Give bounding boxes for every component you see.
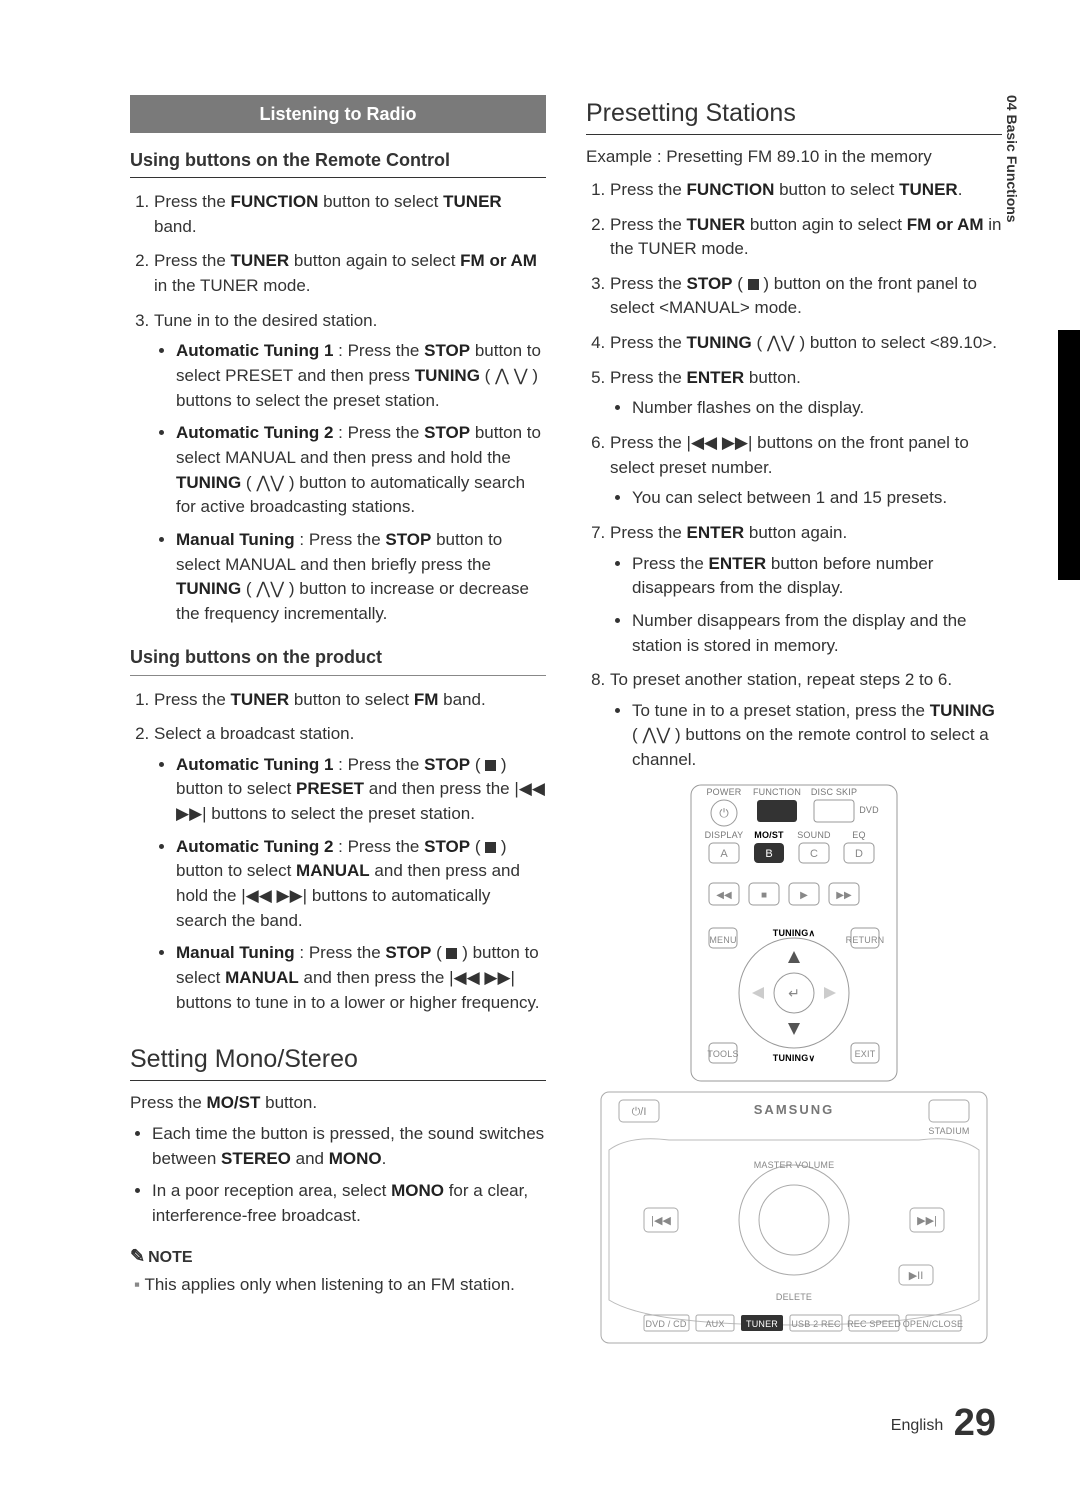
svg-text:EQ: EQ [852, 830, 865, 840]
svg-text:DVD: DVD [859, 805, 879, 815]
remote-illustration: ⏻ POWER FUNCTION DISC SKIP DVD DISPLAY M… [689, 783, 899, 1083]
svg-text:POWER: POWER [706, 787, 741, 797]
product-substeps: Automatic Tuning 1 : Press the STOP ( ) … [154, 753, 546, 1015]
svg-text:TUNING∧: TUNING∧ [773, 928, 816, 938]
remote-substeps: Automatic Tuning 1 : Press the STOP butt… [154, 339, 546, 626]
svg-text:TOOLS: TOOLS [707, 1049, 738, 1059]
substep: Press the ENTER button before number dis… [632, 552, 1002, 601]
preset-example: Example : Presetting FM 89.10 in the mem… [586, 145, 1002, 170]
subhead-product: Using buttons on the product [130, 644, 546, 675]
step: Press the FUNCTION button to select TUNE… [610, 178, 1002, 203]
svg-text:D: D [855, 848, 863, 860]
heading-mono-stereo: Setting Mono/Stereo [130, 1041, 546, 1081]
step: Press the TUNER button to select FM band… [154, 688, 546, 713]
note-icon: ✎ [130, 1246, 145, 1266]
step: Press the |◀◀ ▶▶| buttons on the front p… [610, 431, 1002, 511]
footer-page-number: 29 [954, 1402, 996, 1444]
substep: Manual Tuning : Press the STOP ( ) butto… [176, 941, 546, 1015]
note-heading: ✎NOTE [130, 1243, 546, 1269]
svg-text:TUNING∨: TUNING∨ [773, 1053, 816, 1063]
svg-text:DISC SKIP: DISC SKIP [811, 787, 857, 797]
step: Press the FUNCTION button to select TUNE… [154, 190, 546, 239]
svg-text:◀◀: ◀◀ [716, 890, 732, 901]
note-item: This applies only when listening to an F… [150, 1273, 546, 1298]
svg-text:⏻/I: ⏻/I [632, 1106, 647, 1118]
thumb-tab [1058, 330, 1080, 580]
svg-text:TUNER: TUNER [746, 1319, 778, 1329]
svg-text:B: B [765, 848, 772, 860]
bullet: Each time the button is pressed, the sou… [152, 1122, 546, 1171]
substep: Number flashes on the display. [632, 396, 1002, 421]
right-column: Presetting Stations Example : Presetting… [586, 95, 1002, 1353]
svg-text:↵: ↵ [788, 985, 800, 1001]
svg-text:DVD / CD: DVD / CD [645, 1319, 686, 1329]
svg-text:FUNCTION: FUNCTION [753, 787, 801, 797]
svg-text:OPEN/CLOSE: OPEN/CLOSE [903, 1319, 964, 1329]
svg-text:SOUND: SOUND [797, 830, 831, 840]
preset-steps: Press the FUNCTION button to select TUNE… [586, 178, 1002, 773]
step: Press the ENTER button again. Press the … [610, 521, 1002, 658]
substep: Automatic Tuning 2 : Press the STOP ( ) … [176, 835, 546, 934]
svg-text:▶: ▶ [800, 890, 808, 901]
mono-intro: Press the MO/ST button. [130, 1091, 546, 1116]
substep: Manual Tuning : Press the STOP button to… [176, 528, 546, 627]
svg-text:▶II: ▶II [909, 1270, 924, 1282]
svg-text:MENU: MENU [709, 935, 736, 945]
step: Tune in to the desired station. Automati… [154, 309, 546, 627]
svg-text:DISPLAY: DISPLAY [705, 830, 744, 840]
page-footer: English 29 [891, 1396, 996, 1451]
svg-text:STADIUM: STADIUM [928, 1126, 969, 1136]
substep: Automatic Tuning 1 : Press the STOP ( ) … [176, 753, 546, 827]
step: Press the STOP ( ) button on the front p… [610, 272, 1002, 321]
subhead-remote: Using buttons on the Remote Control [130, 147, 546, 178]
unit-illustration: SAMSUNG ⏻/I STADIUM MASTER VOLUME |◀◀ ▶▶… [599, 1090, 989, 1345]
svg-text:USB 2 REC: USB 2 REC [791, 1319, 841, 1329]
svg-text:▶▶: ▶▶ [836, 890, 852, 901]
svg-text:AUX: AUX [705, 1319, 724, 1329]
substep: To tune in to a preset station, press th… [632, 699, 1002, 773]
svg-text:EXIT: EXIT [855, 1049, 876, 1059]
svg-text:SAMSUNG: SAMSUNG [754, 1102, 834, 1117]
left-column: Listening to Radio Using buttons on the … [130, 95, 546, 1353]
svg-text:▶▶|: ▶▶| [917, 1215, 937, 1227]
step: Select a broadcast station. Automatic Tu… [154, 722, 546, 1015]
svg-text:⏻: ⏻ [719, 806, 729, 820]
bullet: In a poor reception area, select MONO fo… [152, 1179, 546, 1228]
svg-text:MO/ST: MO/ST [754, 830, 784, 840]
step: To preset another station, repeat steps … [610, 668, 1002, 773]
step: Press the ENTER button. Number flashes o… [610, 366, 1002, 421]
product-steps: Press the TUNER button to select FM band… [130, 688, 546, 1016]
svg-text:REC SPEED: REC SPEED [847, 1319, 901, 1329]
svg-text:C: C [810, 848, 818, 860]
heading-preset: Presetting Stations [586, 95, 1002, 135]
svg-text:RETURN: RETURN [846, 935, 885, 945]
svg-text:|◀◀: |◀◀ [651, 1215, 671, 1227]
substep: Number disappears from the display and t… [632, 609, 1002, 658]
footer-lang: English [891, 1417, 943, 1434]
substep: Automatic Tuning 1 : Press the STOP butt… [176, 339, 546, 413]
step: Press the TUNER button again to select F… [154, 249, 546, 298]
mono-bullets: Each time the button is pressed, the sou… [130, 1122, 546, 1229]
remote-steps: Press the FUNCTION button to select TUNE… [130, 190, 546, 626]
step: Press the TUNER button agin to select FM… [610, 213, 1002, 262]
section-banner: Listening to Radio [130, 95, 546, 133]
svg-text:■: ■ [761, 890, 767, 901]
step: Press the TUNING ( ⋀⋁ ) button to select… [610, 331, 1002, 356]
note-list: This applies only when listening to an F… [130, 1273, 546, 1298]
page-body: Listening to Radio Using buttons on the … [0, 0, 1080, 1393]
device-figures: ⏻ POWER FUNCTION DISC SKIP DVD DISPLAY M… [586, 783, 1002, 1353]
svg-text:A: A [720, 848, 728, 860]
substep: You can select between 1 and 15 presets. [632, 486, 1002, 511]
svg-text:DELETE: DELETE [776, 1292, 812, 1302]
side-tab: 04 Basic Functions [1002, 95, 1022, 223]
substep: Automatic Tuning 2 : Press the STOP butt… [176, 421, 546, 520]
svg-text:MASTER VOLUME: MASTER VOLUME [754, 1160, 835, 1170]
